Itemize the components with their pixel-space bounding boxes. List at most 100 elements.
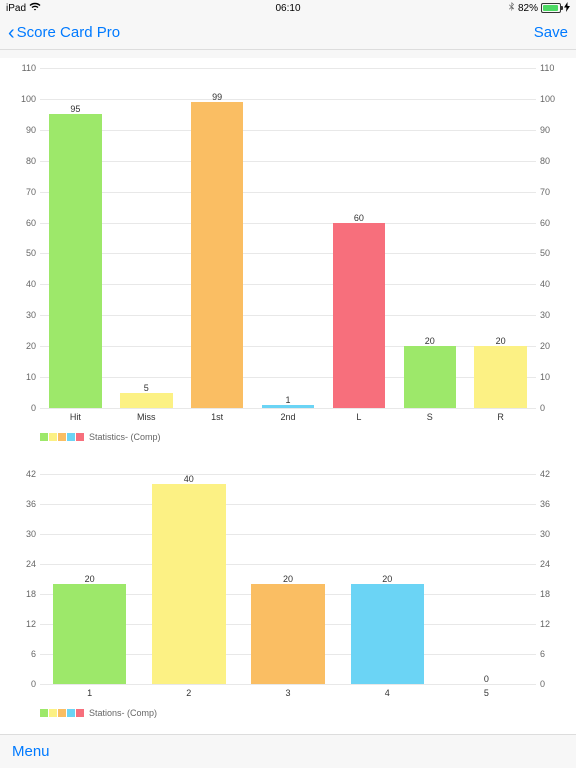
y-tick-label-left: 0 (4, 403, 36, 413)
legend-swatch (67, 709, 75, 717)
bar-slot: 60 (323, 68, 394, 408)
y-tick-label-left: 30 (4, 310, 36, 320)
y-tick-label-left: 10 (4, 372, 36, 382)
y-tick-label-right: 90 (540, 125, 572, 135)
grid-line (40, 684, 536, 685)
y-tick-label-right: 110 (540, 63, 572, 73)
back-label: Score Card Pro (17, 24, 120, 41)
bar (351, 584, 424, 684)
bar (120, 393, 172, 408)
x-tick-label: S (394, 412, 465, 422)
y-tick-label-right: 18 (540, 589, 572, 599)
x-tick-label: Miss (111, 412, 182, 422)
y-tick-label-right: 30 (540, 310, 572, 320)
legend-swatch (49, 709, 57, 717)
bar-value-label: 20 (496, 336, 506, 346)
bottom-bar: Menu (0, 734, 576, 768)
bar-value-label: 5 (144, 383, 149, 393)
y-tick-label-left: 18 (4, 589, 36, 599)
x-tick-label: R (465, 412, 536, 422)
y-tick-label-right: 50 (540, 248, 572, 258)
bar-slot: 5 (111, 68, 182, 408)
legend-swatch (40, 709, 48, 717)
bar-slot: 0 (437, 474, 536, 684)
nav-bar: ‹ Score Card Pro Save (0, 16, 576, 50)
y-tick-label-left: 0 (4, 679, 36, 689)
time-label: 06:10 (275, 3, 300, 14)
bar-value-label: 1 (285, 395, 290, 405)
bar-value-label: 40 (184, 474, 194, 484)
y-tick-label-right: 12 (540, 619, 572, 629)
y-tick-label-right: 24 (540, 559, 572, 569)
back-button[interactable]: ‹ Score Card Pro (8, 23, 120, 43)
charging-icon (564, 2, 570, 15)
wifi-icon (29, 2, 41, 14)
bar-value-label: 20 (85, 574, 95, 584)
statistics-chart: 955991602020 HitMiss1st2ndLSR Statistics… (0, 58, 576, 458)
status-bar: iPad 06:10 82% (0, 0, 576, 16)
x-tick-label: 1 (40, 688, 139, 698)
y-tick-label-left: 50 (4, 248, 36, 258)
battery-icon (541, 3, 561, 13)
y-tick-label-right: 0 (540, 403, 572, 413)
legend-swatch (58, 709, 66, 717)
y-tick-label-right: 100 (540, 94, 572, 104)
grid-line (40, 408, 536, 409)
y-tick-label-left: 40 (4, 279, 36, 289)
y-tick-label-left: 70 (4, 187, 36, 197)
y-tick-label-left: 20 (4, 341, 36, 351)
bar-slot: 20 (465, 68, 536, 408)
y-tick-label-left: 30 (4, 529, 36, 539)
bar-value-label: 60 (354, 213, 364, 223)
legend-swatch (67, 433, 75, 441)
menu-button[interactable]: Menu (12, 743, 50, 760)
battery-pct: 82% (518, 3, 538, 14)
y-tick-label-left: 12 (4, 619, 36, 629)
legend-swatch (76, 709, 84, 717)
bar (333, 223, 385, 408)
save-button[interactable]: Save (534, 24, 568, 41)
bar (53, 584, 126, 684)
y-tick-label-right: 36 (540, 499, 572, 509)
x-tick-label: L (323, 412, 394, 422)
legend-label: Stations- (Comp) (89, 708, 157, 718)
x-tick-label: 4 (338, 688, 437, 698)
save-label: Save (534, 24, 568, 41)
y-tick-label-left: 24 (4, 559, 36, 569)
bar-slot: 20 (338, 474, 437, 684)
bar-value-label: 95 (70, 104, 80, 114)
bluetooth-icon (508, 2, 515, 15)
y-tick-label-right: 20 (540, 341, 572, 351)
bar (152, 484, 225, 684)
bar-value-label: 0 (484, 674, 489, 684)
y-tick-label-left: 100 (4, 94, 36, 104)
x-tick-label: Hit (40, 412, 111, 422)
legend-swatch (58, 433, 66, 441)
y-tick-label-left: 80 (4, 156, 36, 166)
y-tick-label-right: 40 (540, 279, 572, 289)
legend-swatch (49, 433, 57, 441)
x-tick-label: 1st (182, 412, 253, 422)
y-tick-label-left: 36 (4, 499, 36, 509)
bar-slot: 99 (182, 68, 253, 408)
bar-slot: 95 (40, 68, 111, 408)
y-tick-label-right: 0 (540, 679, 572, 689)
y-tick-label-left: 110 (4, 63, 36, 73)
bar-slot: 20 (394, 68, 465, 408)
bar-value-label: 99 (212, 92, 222, 102)
bar-value-label: 20 (283, 574, 293, 584)
y-tick-label-right: 10 (540, 372, 572, 382)
legend-swatch (40, 433, 48, 441)
y-tick-label-right: 80 (540, 156, 572, 166)
device-label: iPad (6, 3, 26, 14)
bar-slot: 20 (238, 474, 337, 684)
y-tick-label-right: 42 (540, 469, 572, 479)
bar-value-label: 20 (382, 574, 392, 584)
y-tick-label-left: 42 (4, 469, 36, 479)
bar (474, 346, 526, 408)
y-tick-label-left: 6 (4, 649, 36, 659)
x-tick-label: 5 (437, 688, 536, 698)
bar (49, 114, 101, 408)
y-tick-label-right: 6 (540, 649, 572, 659)
stations-chart: 204020200 12345 Stations- (Comp) 0066121… (0, 464, 576, 734)
